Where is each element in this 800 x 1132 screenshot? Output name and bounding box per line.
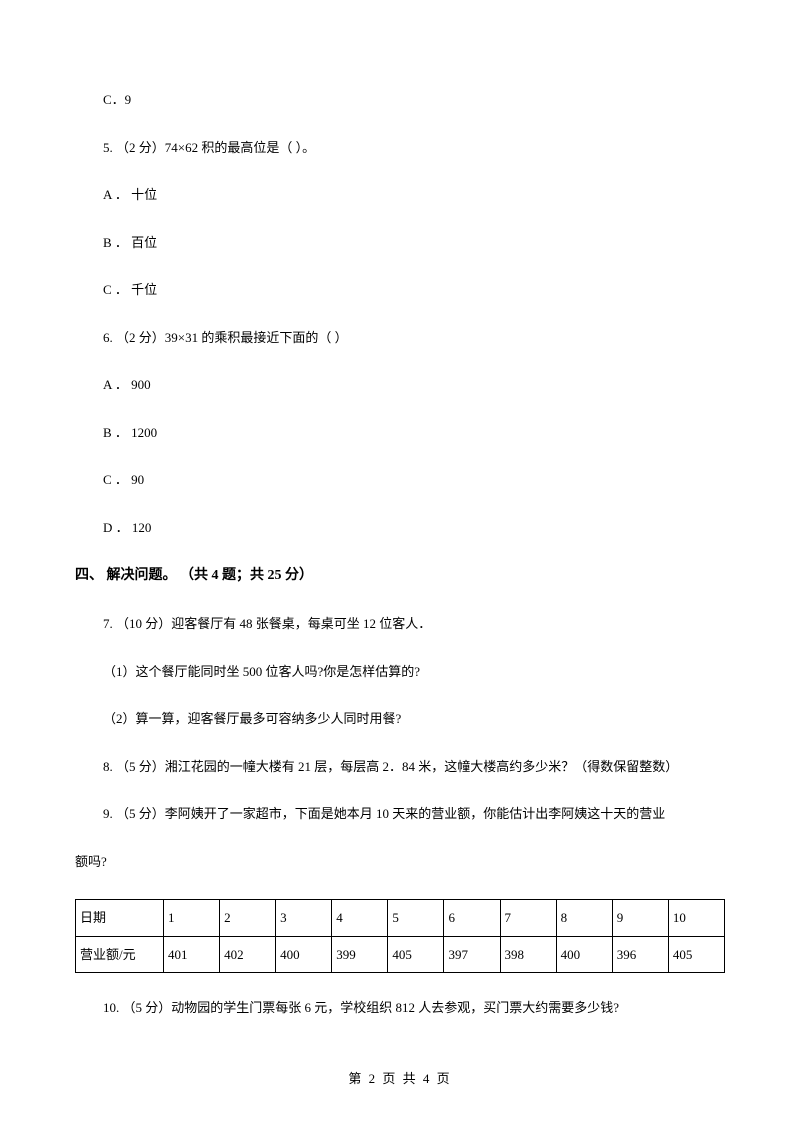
q5-option-a: A ． 十位 — [75, 185, 725, 205]
section-4-header: 四、 解决问题。 （共 4 题；共 25 分） — [75, 565, 725, 586]
table-cell: 405 — [388, 936, 444, 973]
question-9-cont: 额吗? — [75, 852, 725, 872]
table-cell: 10 — [668, 900, 724, 937]
table-cell: 6 — [444, 900, 500, 937]
question-6: 6. （2 分）39×31 的乘积最接近下面的（ ） — [75, 328, 725, 348]
q7-sub1: （1）这个餐厅能同时坐 500 位客人吗?你是怎样估算的? — [75, 662, 725, 682]
table-cell: 5 — [388, 900, 444, 937]
table-cell: 397 — [444, 936, 500, 973]
table-cell-label: 营业额/元 — [76, 936, 164, 973]
table-cell: 9 — [612, 900, 668, 937]
question-5: 5. （2 分）74×62 积的最高位是（ ）。 — [75, 138, 725, 158]
q5-option-b: B ． 百位 — [75, 233, 725, 253]
table-cell: 4 — [332, 900, 388, 937]
table-cell: 400 — [556, 936, 612, 973]
table-cell: 396 — [612, 936, 668, 973]
q7-sub2: （2）算一算，迎客餐厅最多可容纳多少人同时用餐? — [75, 709, 725, 729]
table-cell: 400 — [276, 936, 332, 973]
table-cell: 3 — [276, 900, 332, 937]
question-10: 10. （5 分）动物园的学生门票每张 6 元，学校组织 812 人去参观，买门… — [75, 998, 725, 1018]
table-cell: 399 — [332, 936, 388, 973]
q4-option-c: C．9 — [75, 90, 725, 110]
question-7: 7. （10 分）迎客餐厅有 48 张餐桌，每桌可坐 12 位客人． — [75, 614, 725, 634]
sales-table: 日期 1 2 3 4 5 6 7 8 9 10 营业额/元 401 402 40… — [75, 899, 725, 973]
table-cell: 2 — [220, 900, 276, 937]
table-cell: 398 — [500, 936, 556, 973]
table-row: 日期 1 2 3 4 5 6 7 8 9 10 — [76, 900, 725, 937]
table-cell: 8 — [556, 900, 612, 937]
table-cell-label: 日期 — [76, 900, 164, 937]
table-cell: 405 — [668, 936, 724, 973]
question-9: 9. （5 分）李阿姨开了一家超市，下面是她本月 10 天来的营业额，你能估计出… — [75, 804, 725, 824]
table-cell: 7 — [500, 900, 556, 937]
table-cell: 402 — [220, 936, 276, 973]
q6-option-c: C ． 90 — [75, 470, 725, 490]
table-cell: 401 — [163, 936, 219, 973]
q6-option-d: D ． 120 — [75, 518, 725, 538]
page-footer: 第 2 页 共 4 页 — [0, 1068, 800, 1087]
q6-option-b: B ． 1200 — [75, 423, 725, 443]
q5-option-c: C ． 千位 — [75, 280, 725, 300]
question-8: 8. （5 分）湘江花园的一幢大楼有 21 层，每层高 2．84 米，这幢大楼高… — [75, 757, 725, 777]
table-row: 营业额/元 401 402 400 399 405 397 398 400 39… — [76, 936, 725, 973]
table-cell: 1 — [163, 900, 219, 937]
q6-option-a: A ． 900 — [75, 375, 725, 395]
